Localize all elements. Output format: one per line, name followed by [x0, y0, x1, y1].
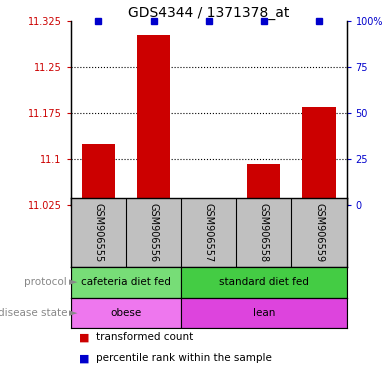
- Text: cafeteria diet fed: cafeteria diet fed: [81, 277, 171, 287]
- Title: GDS4344 / 1371378_at: GDS4344 / 1371378_at: [128, 6, 290, 20]
- Bar: [192, 204, 225, 205]
- Text: GSM906559: GSM906559: [314, 203, 324, 262]
- Text: ►: ►: [69, 308, 77, 318]
- Bar: [71, 298, 181, 328]
- Text: protocol: protocol: [24, 277, 67, 287]
- Text: GSM906557: GSM906557: [204, 203, 214, 262]
- Text: GSM906555: GSM906555: [93, 203, 103, 262]
- Bar: [303, 107, 336, 205]
- Text: ■: ■: [79, 353, 89, 363]
- Bar: [181, 298, 347, 328]
- Text: disease state: disease state: [0, 308, 67, 318]
- Bar: [247, 164, 280, 205]
- Text: GSM906556: GSM906556: [149, 203, 159, 262]
- Text: standard diet fed: standard diet fed: [219, 277, 309, 287]
- Text: obese: obese: [110, 308, 142, 318]
- Text: percentile rank within the sample: percentile rank within the sample: [96, 353, 272, 363]
- Text: ■: ■: [79, 332, 89, 342]
- Bar: [137, 35, 170, 205]
- Bar: [181, 267, 347, 298]
- Text: transformed count: transformed count: [96, 332, 193, 342]
- Bar: [82, 144, 115, 205]
- Text: ►: ►: [69, 277, 77, 287]
- Bar: [71, 267, 181, 298]
- Text: GSM906558: GSM906558: [259, 203, 269, 262]
- Text: lean: lean: [253, 308, 275, 318]
